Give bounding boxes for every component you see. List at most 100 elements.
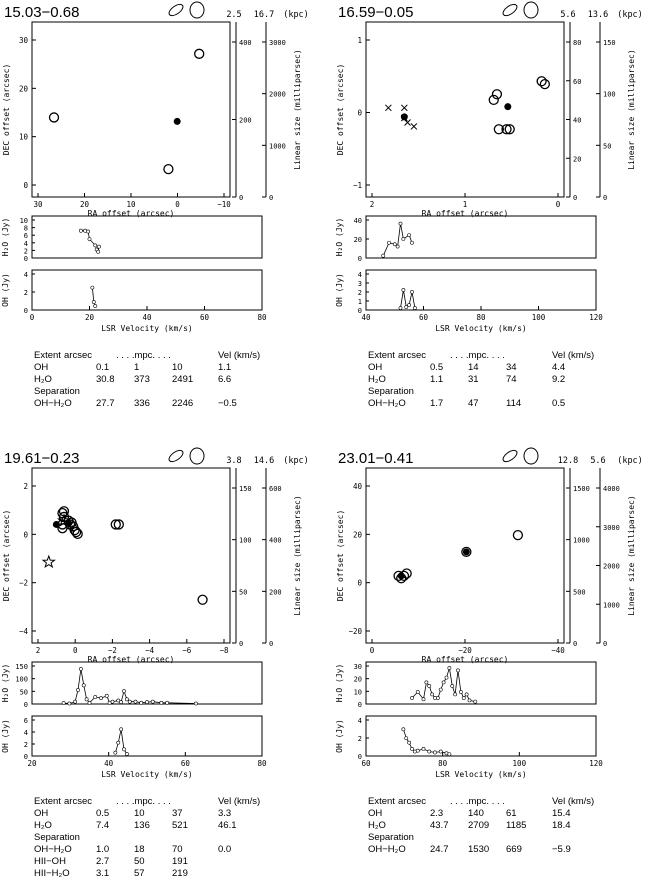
h2o-spectrum-point <box>87 237 92 242</box>
h2o-maser-spot <box>512 529 524 541</box>
oh-ytick-label: 2 <box>358 735 362 743</box>
sky-ytick-label: 10 <box>19 133 29 142</box>
separation-row: HII−H₂O 3.1 57 219 <box>34 868 324 880</box>
oh-spectrum-point <box>91 300 96 304</box>
linear-tick-label: 400 <box>239 39 252 47</box>
table-row-cell: OH <box>34 808 49 819</box>
panel-p1: 15.03−0.68 2.5 16.7 (kpc) 30 20 10 0 −10 0 10 20 30 R… <box>0 0 334 446</box>
oh-maser-spot <box>400 113 408 121</box>
linear-tick-label: 600 <box>269 485 282 493</box>
h2o-spectrum-point <box>424 680 429 685</box>
distance-near: 5.6 <box>560 10 575 20</box>
table-row-cell: 15.4 <box>552 808 571 819</box>
table-header-h_vel: Vel (km/s) <box>552 796 595 807</box>
linear-tick-label: 1500 <box>573 485 590 493</box>
linear-tick-label: 150 <box>239 485 252 493</box>
velocity-tick-label: 60 <box>419 313 429 322</box>
table-row-cell: 2.3 <box>430 808 444 819</box>
oh-spectrum-point <box>412 306 417 310</box>
linear-tick-label: 50 <box>603 142 611 150</box>
table-row-cell: 10 <box>172 362 183 373</box>
oh-spectrum-point <box>116 740 121 745</box>
sky-xtick-label: −6 <box>182 646 192 655</box>
sky-xtick-label: −8 <box>219 646 229 655</box>
table-header-h_arc: arcsec <box>64 796 92 807</box>
h2o-spectrum-point <box>464 692 469 697</box>
sky-ytick-label: 0 <box>23 181 28 190</box>
oh-axis-label: OH (Jy) <box>1 719 10 753</box>
linear-tick-label: 50 <box>239 588 247 596</box>
h2o-axis-label: H₂O (Jy) <box>335 218 344 257</box>
sky-xtick-label: 0 <box>370 646 375 655</box>
h2o-spectrum-point <box>78 228 83 233</box>
velocity-tick-label: 40 <box>104 759 114 768</box>
sky-xtick-label: 30 <box>33 200 43 209</box>
linear-tick-label: 4000 <box>603 485 620 493</box>
oh-spectrum-point <box>404 305 409 309</box>
oh-maser-spot <box>65 520 73 528</box>
extent-table: Extent arcsec. . . .mpc. . . . Vel (km/s) O… <box>34 350 324 410</box>
table-row-cell: 4.4 <box>552 362 566 373</box>
table-row: OH 0.5 14 34 4.4 <box>368 362 658 374</box>
oh-spectrum-point <box>410 746 414 751</box>
separation-row-cell: 114 <box>506 398 522 409</box>
sky-ytick-label: 20 <box>353 530 363 539</box>
velocity-tick-label: 40 <box>142 313 152 322</box>
table-row-cell: OH <box>368 808 383 819</box>
h2o-spectrum-point <box>381 253 386 258</box>
sky-xtick-label: −4 <box>145 646 155 655</box>
distance-near: 2.5 <box>226 10 241 20</box>
h2o-spectrum-point <box>61 701 66 705</box>
sky-ytick-label: 20 <box>19 84 29 93</box>
oh-spectrum-point <box>122 747 126 752</box>
table-header-h_vel: Vel (km/s) <box>552 350 595 361</box>
oh-ytick-label: 4 <box>24 271 28 279</box>
oh-spectrum-point <box>415 748 420 753</box>
separation-heading: Separation <box>368 832 414 843</box>
linear-tick-label: 80 <box>573 39 581 47</box>
table-row: OH 0.5 10 37 3.3 <box>34 808 324 820</box>
separation-row-cell: HII−OH <box>34 856 66 867</box>
sky-xlabel: RA offset (arcsec) <box>88 209 175 218</box>
separation-row-cell: 50 <box>134 856 145 867</box>
linear-tick-label: 3000 <box>603 524 620 532</box>
h2o-ytick-label: 40 <box>354 217 362 225</box>
sky-xtick-label: 2 <box>370 200 375 209</box>
sky-ytick-label: −2 <box>19 579 28 588</box>
table-row-cell: 0.5 <box>96 808 110 819</box>
table-header-h_vel: Vel (km/s) <box>218 796 261 807</box>
sky-ytick-label: 40 <box>353 482 363 491</box>
sky-xtick-label: 10 <box>126 200 136 209</box>
sky-ylabel: DEC offset (arcsec) <box>336 510 345 602</box>
separation-row-cell: OH−H₂O <box>368 398 406 409</box>
sky-ytick-label: 0 <box>357 109 362 118</box>
linear-tick-label: 400 <box>269 537 282 545</box>
h2o-spectrum-point <box>81 683 86 688</box>
velocity-tick-label: 0 <box>30 313 35 322</box>
chart-p3: 19.61−0.23 3.8 14.6 (kpc)2 0 −2 −4 −6 −8−4−202RA… <box>1 447 309 779</box>
velocity-tick-label: 60 <box>181 759 191 768</box>
table-header: Extent arcsec . . . .mpc. . . . Vel (km/s) <box>368 796 658 808</box>
separation-row-heading: Separation <box>34 832 324 844</box>
sky-xlabel: RA offset (arcsec) <box>88 655 175 664</box>
oh-axis-label: OH (Jy) <box>335 719 344 753</box>
h2o-ytick-label: 0 <box>358 255 362 263</box>
h2o-spectrum-point <box>450 684 455 688</box>
h2o-maser-spot <box>71 526 82 538</box>
table-header-extent: Extent <box>368 350 395 361</box>
oh-spectrum-point <box>421 746 426 751</box>
separation-row-cell: 24.7 <box>430 844 449 855</box>
panel-p3: 19.61−0.23 3.8 14.6 (kpc) 2 0 −2 −4 −6 −8 −4 −2 0 2 RA… <box>0 446 334 892</box>
separation-row-cell: OH−H₂O <box>34 398 72 409</box>
distance-far: 16.7 <box>254 10 274 20</box>
h2o-ytick-label: 0 <box>24 701 28 709</box>
table-header-extent: Extent <box>34 350 61 361</box>
separation-row-cell: 1.7 <box>430 398 444 409</box>
cross-marker <box>404 119 411 126</box>
table-row-cell: H₂O <box>368 374 386 385</box>
separation-row-cell: 18 <box>134 844 145 855</box>
sky-xtick-label: −40 <box>551 646 565 655</box>
linear-tick-label: 200 <box>239 117 252 125</box>
distance-far: 5.6 <box>590 456 605 466</box>
separation-row-cell: 1.0 <box>96 844 110 855</box>
